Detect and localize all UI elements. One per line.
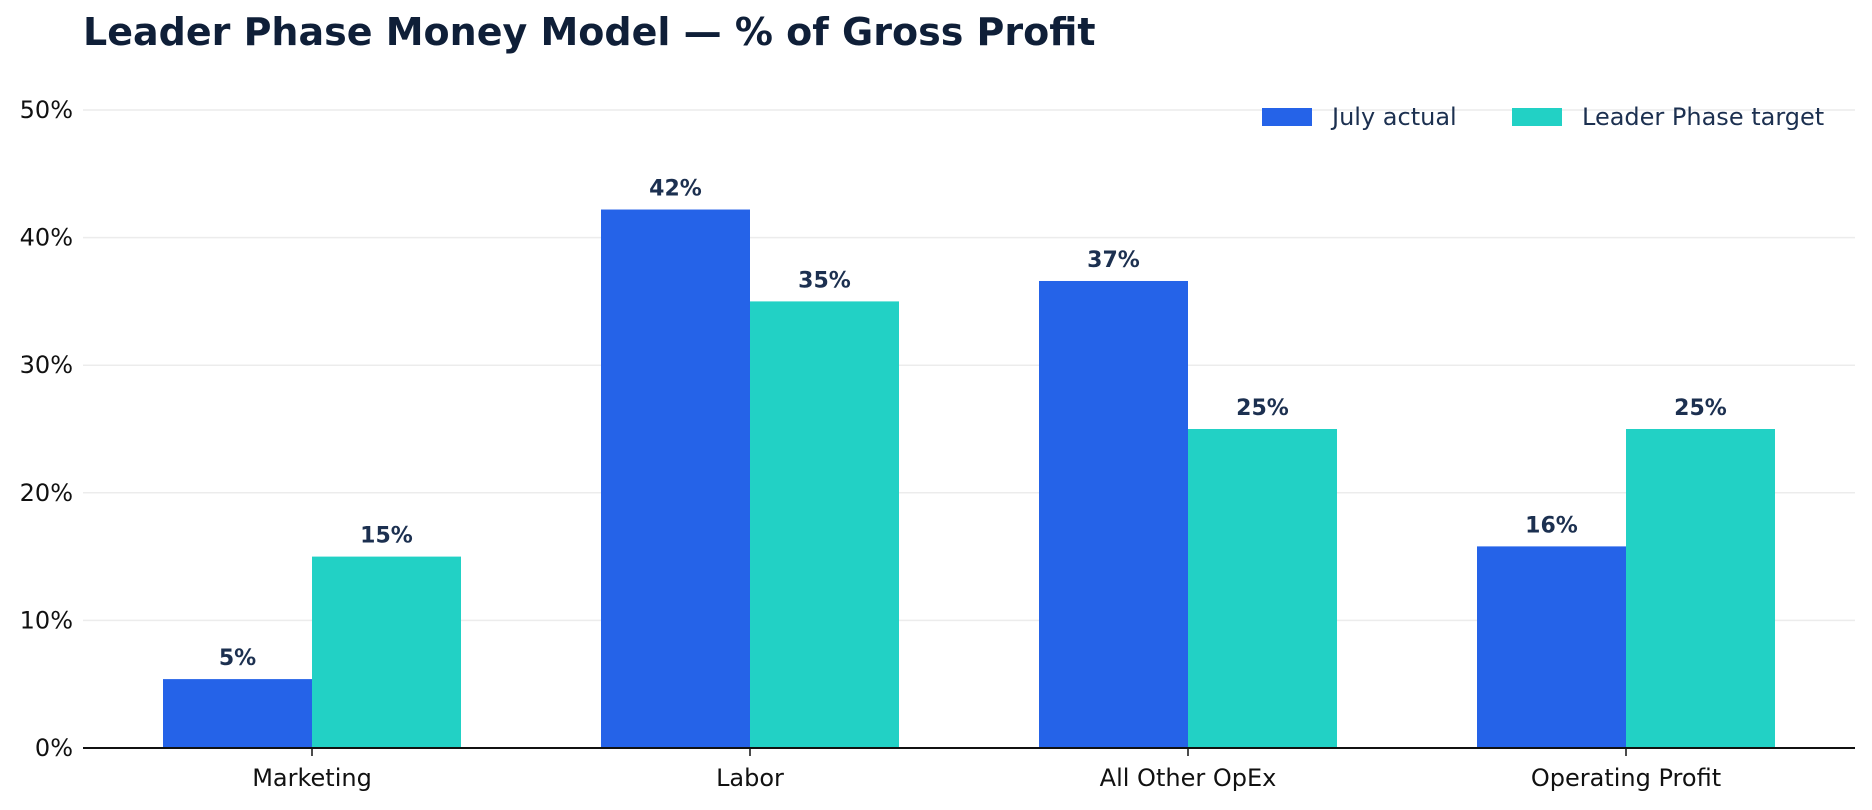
- gridlines: [83, 109, 1855, 622]
- data-label: 37%: [1087, 248, 1140, 273]
- bar: [601, 209, 750, 748]
- x-axis: [83, 747, 1855, 756]
- legend-swatch: [1262, 108, 1312, 126]
- data-label: 25%: [1674, 396, 1727, 421]
- bar: [163, 679, 312, 748]
- y-tick-label: 20%: [20, 479, 73, 507]
- legend-label: July actual: [1330, 103, 1457, 131]
- y-tick-label: 10%: [20, 606, 73, 634]
- data-labels: 5% 15% 42% 35% 37% 25% 16% 25%: [219, 177, 1727, 672]
- y-tick-label: 40%: [20, 224, 73, 252]
- bar: [1626, 429, 1775, 748]
- bars: [163, 209, 1775, 748]
- y-tick-label: 50%: [20, 96, 73, 124]
- x-tick-label: All Other OpEx: [1100, 764, 1277, 792]
- data-label: 5%: [219, 646, 256, 671]
- chart-title: Leader Phase Money Model — % of Gross Pr…: [83, 10, 1096, 54]
- legend-swatch: [1512, 108, 1562, 126]
- bar: [750, 301, 899, 748]
- data-label: 16%: [1525, 513, 1578, 538]
- x-tick-label: Operating Profit: [1531, 764, 1721, 792]
- bar: [312, 556, 461, 748]
- category-labels: Marketing Labor All Other OpEx Operating Pr…: [252, 764, 1721, 792]
- y-tick-label: 30%: [20, 351, 73, 379]
- data-label: 25%: [1236, 396, 1289, 421]
- data-label: 15%: [360, 524, 413, 549]
- legend-label: Leader Phase target: [1582, 103, 1824, 131]
- y-tick-label: 0%: [35, 734, 73, 762]
- data-label: 35%: [798, 268, 851, 293]
- x-tick-label: Marketing: [252, 764, 372, 792]
- x-tick-label: Labor: [716, 764, 784, 792]
- data-label: 42%: [649, 177, 702, 202]
- legend: July actual Leader Phase target: [1262, 103, 1824, 131]
- y-axis-ticks: 0% 10% 20% 30% 40% 50%: [20, 96, 73, 762]
- bar: [1188, 429, 1337, 748]
- bar: [1039, 280, 1188, 748]
- bar: [1477, 546, 1626, 748]
